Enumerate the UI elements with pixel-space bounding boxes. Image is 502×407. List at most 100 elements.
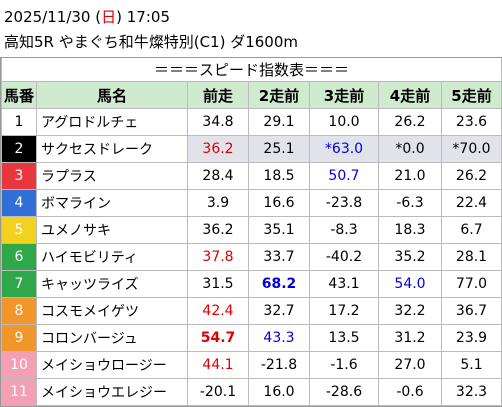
horse-number: 2 [1, 135, 37, 163]
speed-index: 31.5 [187, 270, 249, 298]
horse-name: サクセスドレーク [36, 135, 188, 163]
speed-index: *0.0 [378, 135, 442, 163]
speed-index: 33.7 [248, 243, 310, 271]
table-row: 7 キャッツライズ 31.5 68.2 43.1 54.0 77.0 [1, 270, 502, 298]
speed-index: 3.9 [187, 189, 249, 217]
speed-index: 29.1 [248, 108, 310, 136]
horse-number: 10 [1, 351, 37, 379]
speed-index: 36.7 [440, 297, 502, 325]
column-header: 5走前 [440, 81, 502, 109]
speed-index: 18.3 [378, 216, 442, 244]
table-row: 1 アグロドルチェ 34.8 29.1 10.0 26.2 23.6 [1, 108, 502, 136]
race-date-line: 2025/11/30 (日) 17:05 [4, 8, 170, 26]
horse-name: アグロドルチェ [36, 108, 188, 136]
speed-index: -23.8 [309, 189, 379, 217]
speed-index: 43.1 [309, 270, 379, 298]
horse-name: メイショウエレジー [36, 378, 188, 406]
horse-number: 3 [1, 162, 37, 190]
speed-index: -20.1 [187, 378, 249, 406]
table-row: 5 ユメノサキ 36.2 35.1 -8.3 18.3 6.7 [1, 216, 502, 244]
speed-index: 32.3 [440, 378, 502, 406]
weekday: 日 [101, 8, 117, 26]
speed-index: 36.2 [187, 216, 249, 244]
horse-number: 5 [1, 216, 37, 244]
table-row: 9 コロンバージュ 54.7 43.3 13.5 31.2 23.9 [1, 324, 502, 352]
speed-index: 16.6 [248, 189, 310, 217]
speed-index: 28.4 [187, 162, 249, 190]
speed-index: 26.2 [440, 162, 502, 190]
speed-index: -0.6 [378, 378, 442, 406]
speed-index: 54.0 [378, 270, 442, 298]
speed-index: 68.2 [248, 270, 310, 298]
speed-index: -6.3 [378, 189, 442, 217]
speed-index: 77.0 [440, 270, 502, 298]
table-row: 3 ラプラス 28.4 18.5 50.7 21.0 26.2 [1, 162, 502, 190]
speed-index: *63.0 [309, 135, 379, 163]
speed-index: 35.2 [378, 243, 442, 271]
speed-index-table: ＝＝＝スピード指数表＝＝＝ 馬番 馬名 前走 2走前 3走前 4走前 5走前 1 アグロドルチ… [0, 57, 502, 407]
date: 2025/11/30 [4, 8, 91, 26]
speed-index: *70.0 [440, 135, 502, 163]
speed-index: 32.2 [378, 297, 442, 325]
speed-index: 5.1 [440, 351, 502, 379]
horse-number: 9 [1, 324, 37, 352]
time: 17:05 [126, 8, 170, 26]
column-header: 前走 [187, 81, 249, 109]
table-row: 6 ハイモビリティ 37.8 33.7 -40.2 35.2 28.1 [1, 243, 502, 271]
speed-index: 44.1 [187, 351, 249, 379]
speed-index: -1.6 [309, 351, 379, 379]
table-row: 10 メイショウロージー 44.1 -21.8 -1.6 27.0 5.1 [1, 351, 502, 379]
table: ＝＝＝スピード指数表＝＝＝ 馬番 馬名 前走 2走前 3走前 4走前 5走前 1 アグロドルチ… [0, 58, 502, 406]
speed-index: 18.5 [248, 162, 310, 190]
speed-index: 37.8 [187, 243, 249, 271]
column-header: 4走前 [378, 81, 442, 109]
speed-index: 23.9 [440, 324, 502, 352]
horse-name: ラプラス [36, 162, 188, 190]
speed-index: 50.7 [309, 162, 379, 190]
horse-number: 4 [1, 189, 37, 217]
horse-name: ユメノサキ [36, 216, 188, 244]
speed-index: 17.2 [309, 297, 379, 325]
horse-name: キャッツライズ [36, 270, 188, 298]
table-row: 2 サクセスドレーク 36.2 25.1 *63.0 *0.0 *70.0 [1, 135, 502, 163]
speed-index: -8.3 [309, 216, 379, 244]
horse-name: コスモメイゲツ [36, 297, 188, 325]
column-header: 馬名 [36, 81, 188, 109]
column-header: 3走前 [309, 81, 379, 109]
speed-index: 28.1 [440, 243, 502, 271]
speed-index: 25.1 [248, 135, 310, 163]
speed-index: -40.2 [309, 243, 379, 271]
speed-index: 27.0 [378, 351, 442, 379]
speed-index: -28.6 [309, 378, 379, 406]
horse-number: 7 [1, 270, 37, 298]
speed-index: -21.8 [248, 351, 310, 379]
table-row: 4 ボマライン 3.9 16.6 -23.8 -6.3 22.4 [1, 189, 502, 217]
speed-index: 43.3 [248, 324, 310, 352]
horse-name: メイショウロージー [36, 351, 188, 379]
horse-number: 1 [1, 108, 37, 136]
speed-index: 26.2 [378, 108, 442, 136]
horse-number: 6 [1, 243, 37, 271]
speed-index: 35.1 [248, 216, 310, 244]
table-title: ＝＝＝スピード指数表＝＝＝ [0, 58, 502, 82]
speed-index: 36.2 [187, 135, 249, 163]
speed-index: 13.5 [309, 324, 379, 352]
table-row: 11 メイショウエレジー -20.1 16.0 -28.6 -0.6 32.3 [1, 378, 502, 406]
speed-index: 34.8 [187, 108, 249, 136]
speed-index: 10.0 [309, 108, 379, 136]
column-header: 2走前 [248, 81, 310, 109]
speed-index: 31.2 [378, 324, 442, 352]
horse-name: ボマライン [36, 189, 188, 217]
column-header: 馬番 [1, 81, 37, 109]
horse-name: ハイモビリティ [36, 243, 188, 271]
speed-index: 42.4 [187, 297, 249, 325]
speed-index: 23.6 [440, 108, 502, 136]
horse-number: 11 [1, 378, 37, 406]
speed-index: 16.0 [248, 378, 310, 406]
horse-name: コロンバージュ [36, 324, 188, 352]
speed-index: 22.4 [440, 189, 502, 217]
speed-index: 6.7 [440, 216, 502, 244]
speed-index: 54.7 [187, 324, 249, 352]
speed-index: 32.7 [248, 297, 310, 325]
